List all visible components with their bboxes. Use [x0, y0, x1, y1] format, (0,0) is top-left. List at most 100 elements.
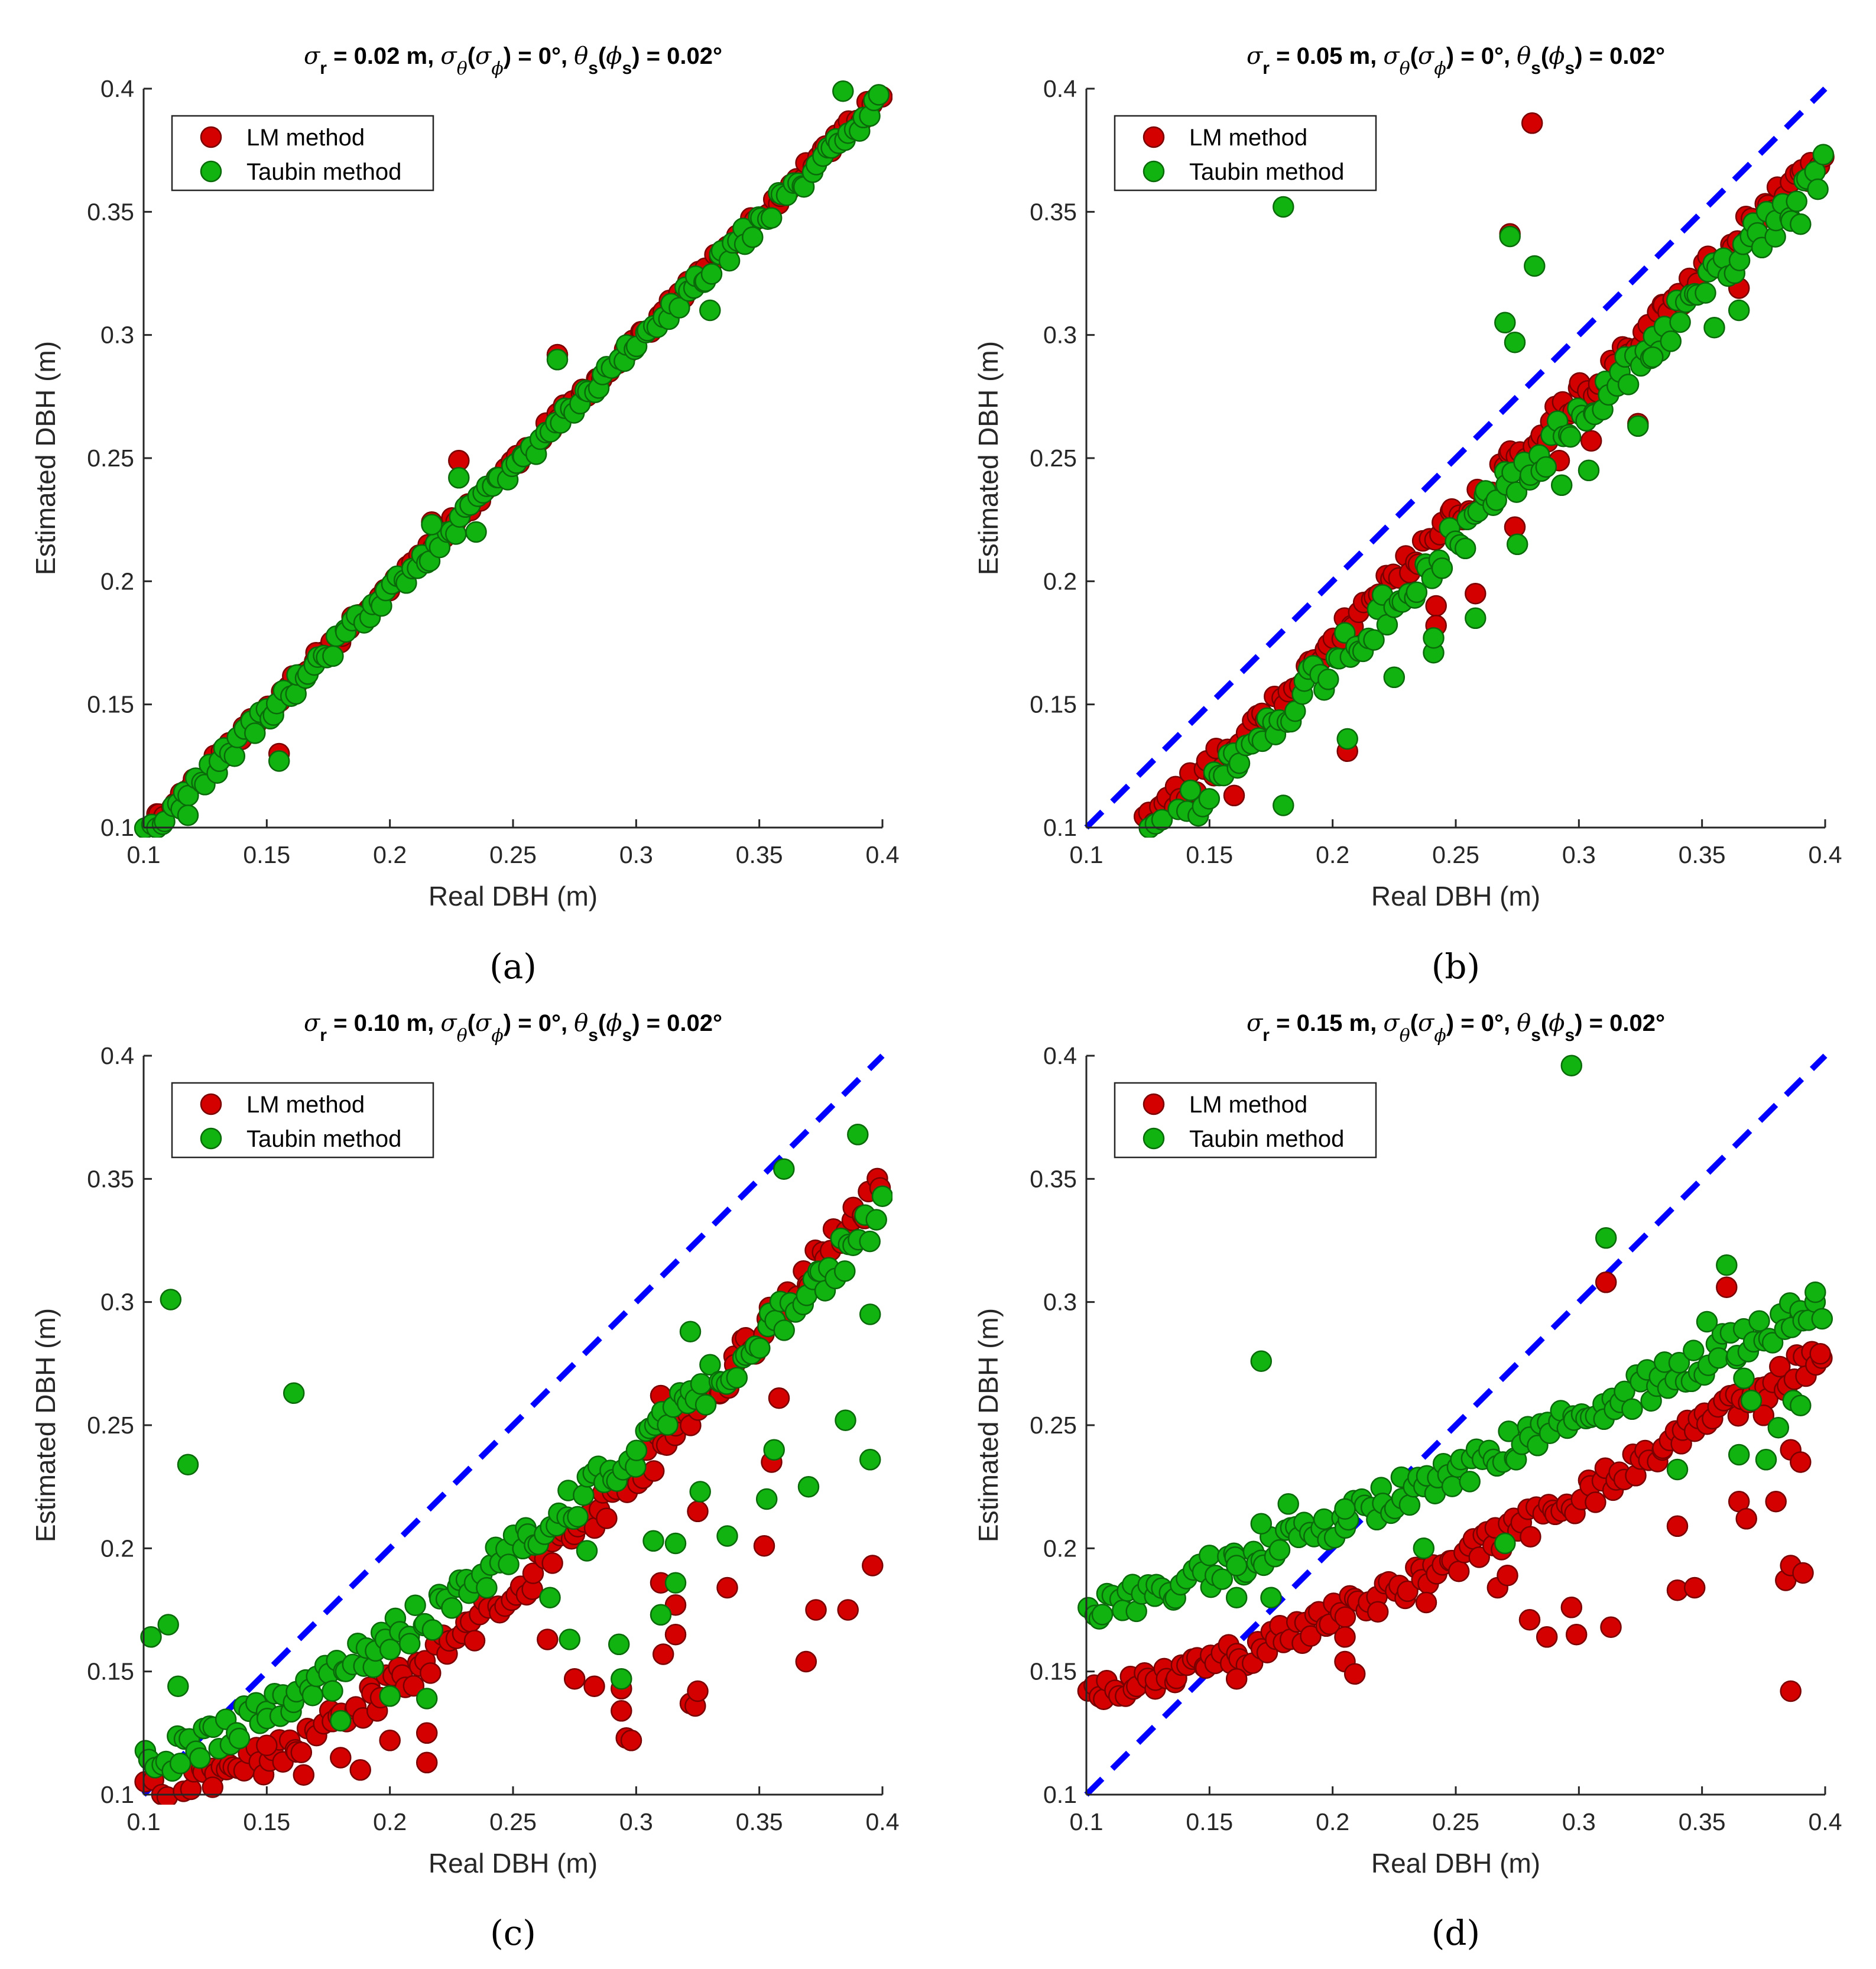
taubin-point	[421, 514, 443, 536]
taubin-point	[1459, 1471, 1481, 1493]
y-tick-label: 0.3	[1043, 322, 1077, 349]
panel-a: 0.1 0.15 0.2 0.25 0.3 0.35 0.4 0.1 0.15 0.2 0.25 0.…	[30, 43, 900, 987]
taubin-point	[1728, 1443, 1750, 1466]
reference-line	[1084, 1053, 1828, 1797]
panel-c: 0.1 0.15 0.2 0.25 0.3 0.35 0.4 0.1 0.15 0.2 0.25 0.…	[30, 1010, 900, 1953]
y-tick-label: 0.3	[100, 322, 134, 349]
taubin-point	[1668, 1352, 1690, 1374]
legend-taubin-label: Taubin method	[1189, 159, 1344, 185]
taubin-point	[871, 1185, 892, 1207]
taubin-point	[847, 1124, 869, 1146]
taubin-point	[244, 722, 266, 744]
taubin-point	[379, 1639, 401, 1660]
x-tick-label: 0.15	[1186, 1808, 1233, 1835]
taubin-point	[498, 1553, 520, 1575]
lm-point	[1521, 112, 1543, 134]
legend-lm-marker	[1143, 126, 1165, 148]
taubin-point	[1804, 1281, 1826, 1303]
taubin-point	[1091, 1604, 1114, 1626]
taubin-point	[1260, 1587, 1282, 1608]
taubin-point	[157, 1614, 179, 1636]
x-tick-label: 0.25	[1432, 1808, 1479, 1835]
taubin-point	[1669, 311, 1691, 333]
y-tick-label: 0.2	[1043, 567, 1077, 595]
taubin-point	[223, 745, 246, 767]
lm-point	[1300, 1625, 1322, 1647]
legend: LM method Taubin method	[1114, 1082, 1377, 1159]
lm-point	[290, 1741, 313, 1763]
x-tick-label: 0.3	[1562, 1808, 1596, 1835]
y-tick-label: 0.25	[1030, 1412, 1077, 1439]
taubin-point	[1812, 144, 1835, 166]
taubin-point	[1683, 1339, 1705, 1361]
taubin-point	[832, 80, 854, 102]
taubin-point	[301, 1684, 324, 1707]
taubin-point	[834, 1260, 856, 1282]
x-tick-label: 0.2	[373, 1808, 407, 1835]
lm-point	[687, 1680, 709, 1702]
y-tick-label: 0.4	[1043, 75, 1077, 102]
taubin-point	[1505, 481, 1528, 503]
taubin-point	[1767, 1416, 1790, 1439]
taubin-point	[573, 1484, 595, 1506]
taubin-point	[1790, 213, 1812, 235]
panel-title: σr = 0.15 m, σθ(σϕ) = 0°, θs(ϕs) = 0.02°	[1247, 1010, 1665, 1046]
lm-point	[1468, 1546, 1490, 1568]
x-tick-label: 0.4	[866, 1808, 900, 1835]
lm-point	[1536, 1626, 1558, 1648]
taubin-point	[657, 1414, 679, 1436]
taubin-point	[763, 1439, 785, 1461]
taubin-point	[1465, 607, 1486, 630]
reference-line	[141, 1053, 885, 1797]
y-tick-label: 0.2	[1043, 1535, 1077, 1562]
lm-point	[1565, 1623, 1588, 1646]
taubin-point	[1225, 1555, 1248, 1577]
lm-point	[768, 1387, 790, 1409]
taubin-point	[1807, 178, 1829, 200]
taubin-point	[1524, 255, 1546, 277]
taubin-point	[1268, 1539, 1291, 1561]
lm-point	[1765, 1490, 1787, 1513]
taubin-point	[726, 1367, 748, 1389]
taubin-point	[448, 467, 470, 489]
taubin-point	[865, 1209, 887, 1231]
taubin-point	[1179, 779, 1202, 802]
taubin-point	[797, 1475, 820, 1498]
reference-line	[1084, 86, 1828, 830]
lm-point	[642, 1460, 665, 1482]
taubin-point	[1250, 1350, 1273, 1372]
legend: LM method Taubin method	[1114, 115, 1377, 192]
lm-point	[1580, 430, 1602, 452]
taubin-point	[773, 1319, 795, 1341]
taubin-point	[642, 1530, 664, 1552]
taubin-point	[716, 1525, 738, 1547]
lm-point	[1415, 1591, 1437, 1614]
x-tick-label: 0.15	[1186, 841, 1233, 868]
taubin-point	[140, 1626, 162, 1648]
taubin-point	[835, 1409, 856, 1431]
panel-title: σr = 0.02 m, σθ(σϕ) = 0°, θs(ϕs) = 0.02°	[304, 43, 722, 79]
taubin-point	[1273, 196, 1294, 218]
x-tick-label: 0.3	[1562, 841, 1596, 868]
taubin-point	[1642, 346, 1664, 368]
x-axis-label: Real DBH (m)	[429, 881, 598, 911]
taubin-point	[404, 1594, 426, 1616]
taubin-point	[1660, 330, 1682, 352]
x-tick-label: 0.15	[243, 841, 290, 868]
lm-point	[795, 1650, 817, 1673]
y-axis-label: Estimated DBH (m)	[30, 1308, 61, 1542]
taubin-point	[1423, 627, 1445, 649]
y-tick-label: 0.3	[100, 1289, 134, 1316]
taubin-point	[1666, 1458, 1689, 1481]
taubin-point	[1398, 1494, 1421, 1516]
y-tick-label: 0.25	[87, 1412, 134, 1439]
lm-point	[620, 1730, 642, 1751]
taubin-point	[1225, 1587, 1248, 1608]
lm-point	[1367, 1601, 1389, 1623]
taubin-point	[1406, 581, 1428, 604]
lm-point	[420, 1662, 442, 1684]
x-tick-label: 0.4	[1809, 841, 1842, 868]
taubin-point	[169, 1752, 192, 1775]
taubin-point	[1755, 1449, 1777, 1471]
lm-point	[1809, 1342, 1831, 1365]
